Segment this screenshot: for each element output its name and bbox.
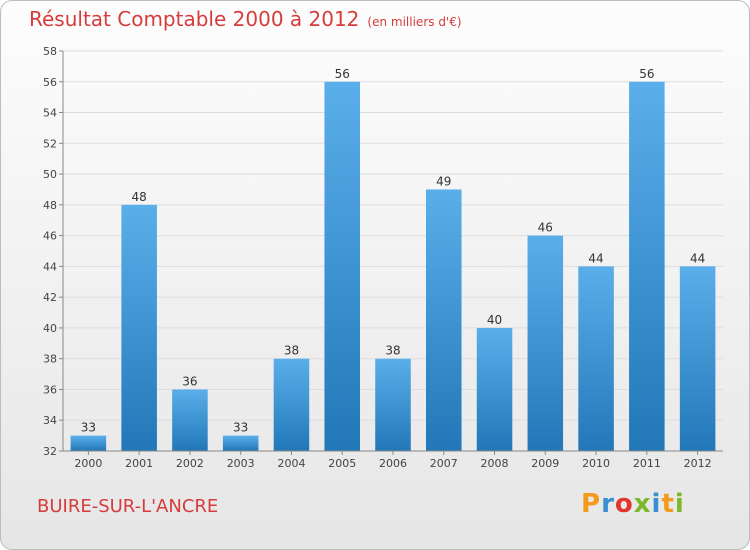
unit-label: (en milliers d'€) [367,15,462,29]
bar-2005 [324,81,360,452]
logo-letter: i [651,489,662,519]
x-tick-label: 2005 [328,457,356,470]
y-tick-label: 52 [43,137,57,150]
x-tick-label: 2011 [633,457,661,470]
value-label-2008: 40 [487,313,502,327]
x-tick-label: 2012 [684,457,712,470]
x-tick-label: 2007 [430,457,458,470]
x-tick-label: 2000 [74,457,102,470]
logo-letter: P [581,489,602,519]
y-tick-label: 58 [43,45,57,58]
value-label-2011: 56 [639,67,654,81]
bar-2000 [70,435,107,451]
bar-2003 [222,435,259,451]
y-tick-label: 36 [43,383,57,396]
x-tick-label: 2010 [582,457,610,470]
bar-2001 [121,204,157,451]
bar-2011 [629,81,665,452]
y-tick-label: 32 [43,445,57,458]
x-tick-label: 2004 [277,457,305,470]
x-tick-label: 2008 [481,457,509,470]
value-label-2009: 46 [538,221,553,235]
value-label-2010: 44 [588,251,603,265]
bar-2009 [527,235,564,451]
y-tick-label: 50 [43,168,57,181]
logo-letter: x [633,489,652,519]
value-label-2005: 56 [335,67,350,81]
value-label-2002: 36 [182,374,197,388]
y-tick-label: 42 [43,291,57,304]
value-label-2004: 38 [284,344,299,358]
x-tick-label: 2003 [227,457,255,470]
bar-2007 [426,189,462,451]
bar-2002 [172,389,208,451]
y-tick-label: 44 [43,260,57,273]
value-label-2012: 44 [690,251,705,265]
x-tick-label: 2002 [176,457,204,470]
chart-title: Résultat Comptable 2000 à 2012 (en millie… [29,7,462,31]
commune-name: BUIRE-SUR-L'ANCRE [37,496,219,517]
x-tick-label: 2001 [125,457,153,470]
y-tick-label: 34 [43,414,57,427]
y-tick-label: 56 [43,76,57,89]
bar-2008 [476,327,513,451]
proxiti-logo: Proxiti [581,489,685,519]
y-tick-label: 40 [43,322,57,335]
bar-2012 [679,266,716,451]
value-label-2007: 49 [436,174,451,188]
y-tick-label: 38 [43,353,57,366]
logo-letter: r [601,489,615,519]
y-tick-label: 48 [43,199,57,212]
bar-2010 [578,266,614,451]
value-label-2000: 33 [81,421,96,435]
chart-title-text: Résultat Comptable 2000 à 2012 [29,7,360,31]
value-label-2001: 48 [132,190,147,204]
bar-2004 [273,358,310,451]
value-label-2003: 33 [233,421,248,435]
logo-letter: i [674,489,685,519]
x-tick-label: 2009 [531,457,559,470]
y-tick-label: 54 [43,107,57,120]
bar-2006 [375,358,411,451]
value-label-2006: 38 [385,344,400,358]
x-tick-label: 2006 [379,457,407,470]
logo-letter: o [614,489,634,519]
y-tick-label: 46 [43,230,57,243]
logo-letter: t [661,489,675,519]
